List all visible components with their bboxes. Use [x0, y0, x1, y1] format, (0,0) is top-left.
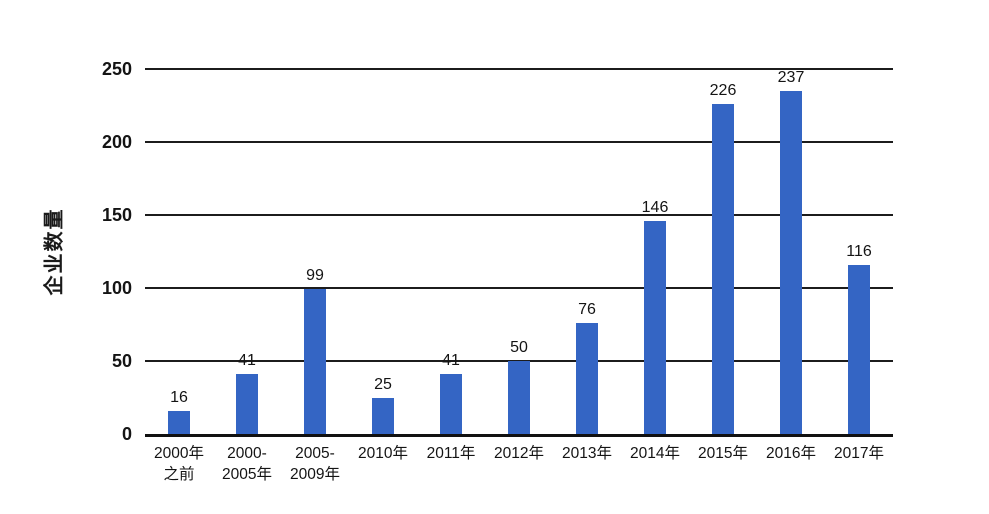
bar-cell: 146 — [621, 69, 689, 434]
y-axis-ticks: 0 50 100 150 200 250 — [70, 59, 132, 444]
bar — [304, 289, 326, 434]
bar — [236, 374, 258, 434]
y-axis-tick-label: 200 — [101, 132, 132, 152]
y-axis-tick-label: 0 — [121, 424, 132, 444]
y-axis-tick-label: 150 — [101, 205, 132, 225]
x-axis-tick-label: 2000年 之前 — [154, 445, 204, 483]
bar-cell: 226 — [689, 69, 757, 434]
y-axis-title: 企业数量 — [43, 207, 66, 296]
bar-value-label: 226 — [709, 82, 737, 100]
bar-value-label: 116 — [846, 242, 872, 260]
bar-value-label: 25 — [374, 375, 392, 393]
bar — [372, 397, 394, 434]
y-axis-tick-label: 100 — [101, 278, 132, 298]
gridline — [145, 214, 893, 216]
bar-cell: 16 — [145, 69, 213, 434]
x-axis-tick-label: 2014年 — [630, 445, 680, 462]
bar-value-label: 41 — [238, 352, 256, 370]
bar-value-label: 16 — [170, 388, 188, 406]
x-axis-tick-label: 2005- 2009年 — [290, 445, 340, 483]
bar — [780, 91, 802, 434]
bar-cell: 99 — [281, 69, 349, 434]
bar-cell: 25 — [349, 69, 417, 434]
bar — [644, 220, 666, 434]
bar-cell: 237 — [757, 69, 825, 434]
bars: 16 41 99 25 41 50 76 146 226 237 116 — [145, 69, 893, 434]
bar-value-label: 99 — [306, 267, 324, 285]
bar — [848, 264, 870, 434]
bar-value-label: 76 — [578, 301, 596, 319]
x-axis-tick-label: 2012年 — [494, 445, 544, 462]
x-axis-tick-label: 2015年 — [698, 445, 748, 462]
x-axis-tick-label: 2000- 2005年 — [222, 445, 272, 483]
gridline — [145, 287, 893, 289]
x-axis-tick-label: 2013年 — [562, 445, 612, 462]
gridline — [145, 141, 893, 143]
bar-cell: 76 — [553, 69, 621, 434]
bar — [168, 410, 190, 434]
x-axis-tick-label: 2010年 — [358, 445, 408, 462]
plot-area: 16 41 99 25 41 50 76 146 226 237 116 — [145, 68, 893, 437]
y-axis-tick-label: 50 — [111, 351, 132, 371]
x-axis-tick-label: 2011年 — [426, 445, 476, 462]
bar — [508, 361, 530, 434]
bar-value-label: 41 — [442, 352, 460, 370]
bar-cell: 41 — [417, 69, 485, 434]
bar — [576, 323, 598, 434]
bar-cell: 50 — [485, 69, 553, 434]
x-axis-tick-label: 2016年 — [766, 445, 816, 462]
x-axis-labels: 2000年 之前 2000- 2005年 2005- 2009年 2010年 2011年… — [145, 443, 893, 485]
bar — [440, 374, 462, 434]
bar-value-label: 50 — [510, 339, 528, 356]
bar-cell: 41 — [213, 69, 281, 434]
bar — [712, 104, 734, 434]
y-axis-tick-label: 250 — [101, 59, 132, 79]
y-axis-title-wrap: 企业数量 — [30, 69, 74, 434]
bar-cell: 116 — [825, 69, 893, 434]
bar-value-label: 237 — [777, 69, 805, 86]
x-axis-tick-label: 2017年 — [834, 445, 884, 462]
bar-value-label: 146 — [641, 198, 669, 216]
gridline — [145, 68, 893, 70]
